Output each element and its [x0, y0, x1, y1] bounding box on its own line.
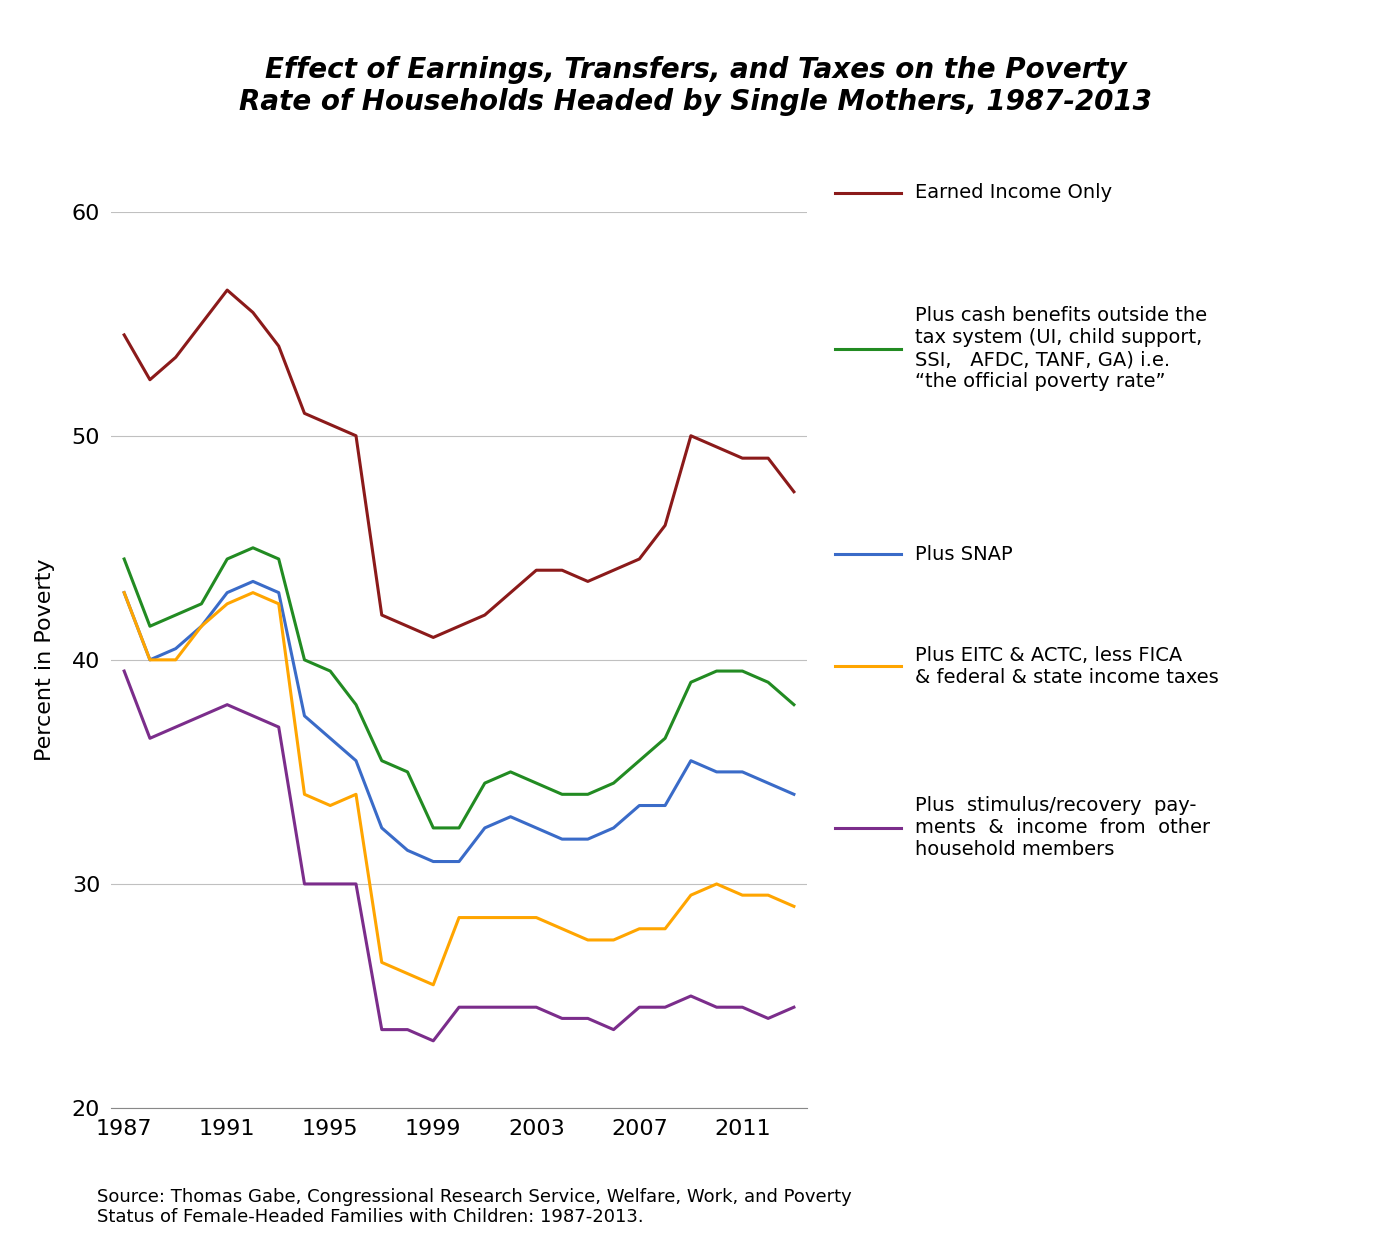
- Text: Source: Thomas Gabe, Congressional Research Service, Welfare, Work, and Poverty
: Source: Thomas Gabe, Congressional Resea…: [97, 1188, 853, 1226]
- Text: Earned Income Only: Earned Income Only: [915, 183, 1113, 203]
- Text: Plus SNAP: Plus SNAP: [915, 544, 1013, 564]
- Text: Plus cash benefits outside the
tax system (UI, child support,
SSI,   AFDC, TANF,: Plus cash benefits outside the tax syste…: [915, 306, 1207, 391]
- Text: Effect of Earnings, Transfers, and Taxes on the Poverty
Rate of Households Heade: Effect of Earnings, Transfers, and Taxes…: [239, 56, 1152, 117]
- Text: Plus  stimulus/recovery  pay-
ments  &  income  from  other
household members: Plus stimulus/recovery pay- ments & inco…: [915, 797, 1210, 859]
- Y-axis label: Percent in Poverty: Percent in Poverty: [35, 559, 56, 761]
- Text: Plus EITC & ACTC, less FICA
& federal & state income taxes: Plus EITC & ACTC, less FICA & federal & …: [915, 646, 1219, 686]
